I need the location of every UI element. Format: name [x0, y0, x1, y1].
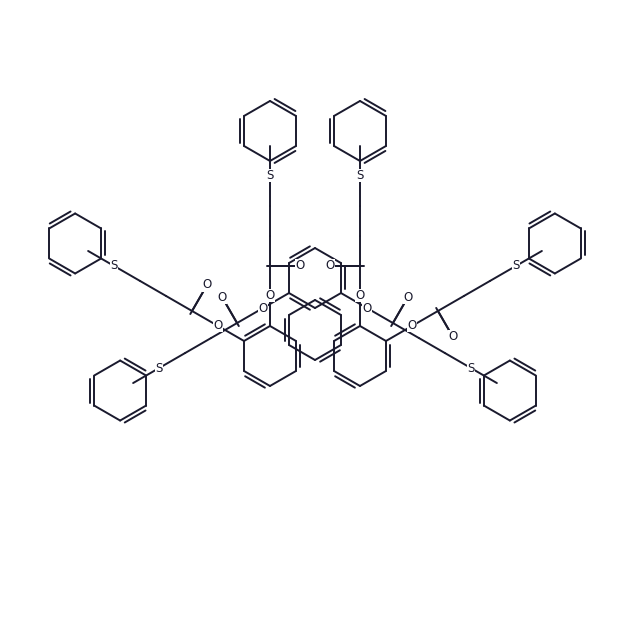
Text: S: S	[110, 260, 118, 273]
Text: O: O	[202, 278, 212, 292]
Text: O: O	[214, 320, 222, 332]
Text: O: O	[449, 330, 457, 344]
Text: O: O	[362, 302, 372, 315]
Text: S: S	[357, 169, 364, 182]
Text: O: O	[408, 320, 416, 332]
Text: O: O	[258, 302, 268, 315]
Text: S: S	[512, 260, 520, 273]
Text: S: S	[266, 169, 273, 182]
Text: O: O	[403, 290, 413, 303]
Text: O: O	[295, 260, 305, 273]
Text: S: S	[156, 362, 163, 374]
Text: S: S	[467, 362, 474, 374]
Text: O: O	[217, 290, 227, 303]
Text: O: O	[355, 290, 365, 302]
Text: O: O	[325, 260, 335, 273]
Text: O: O	[265, 290, 275, 302]
